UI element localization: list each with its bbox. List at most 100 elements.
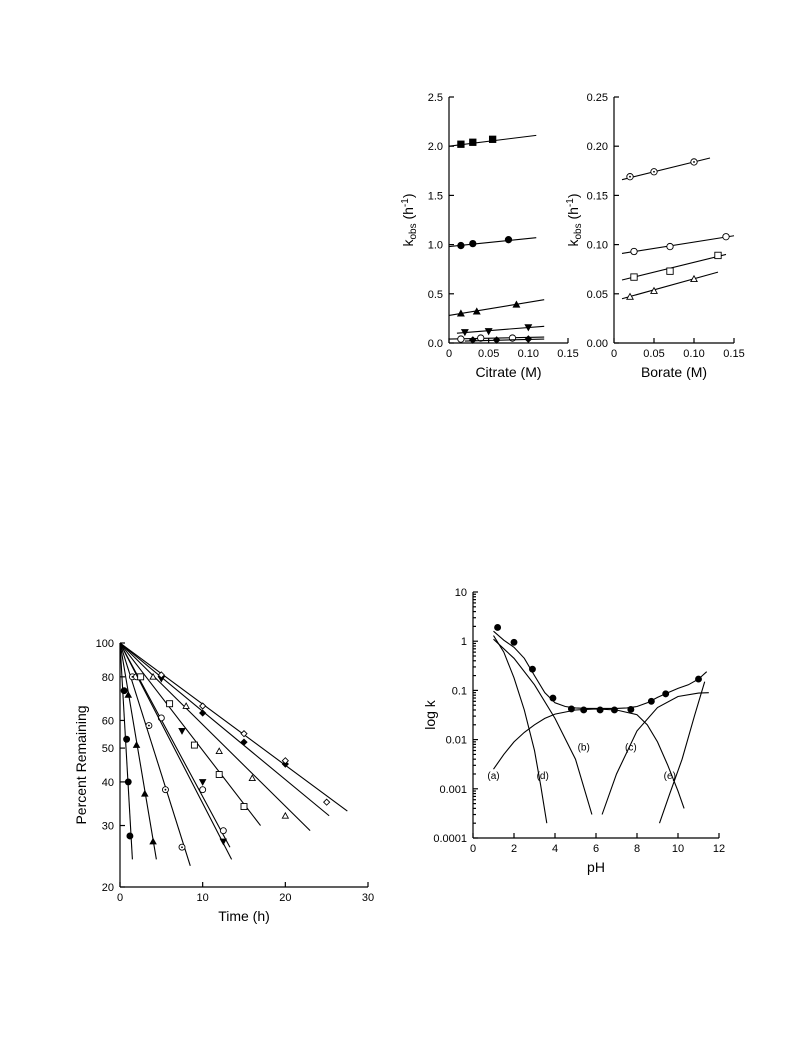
- y-tick-label: 1.0: [428, 240, 443, 252]
- data-point-dot: [693, 161, 695, 163]
- curve-total: [494, 631, 707, 708]
- fit-line: [465, 339, 544, 341]
- data-point: [470, 337, 476, 343]
- x-tick-label: 0.05: [478, 348, 499, 360]
- data-point: [485, 329, 491, 335]
- data-point: [611, 707, 617, 713]
- y-axis-label: Percent Remaining: [73, 705, 89, 824]
- data-point: [470, 139, 476, 145]
- data-point-dot: [132, 676, 134, 678]
- data-point: [525, 336, 531, 342]
- y-tick-label: 2.0: [428, 141, 443, 153]
- data-point: [220, 839, 226, 844]
- data-point: [631, 274, 637, 280]
- data-point: [121, 688, 127, 694]
- data-point: [458, 242, 464, 248]
- fit-line: [120, 643, 261, 826]
- series-3: [449, 300, 544, 316]
- y-tick-label: 0.01: [446, 735, 467, 747]
- fit-line: [622, 236, 734, 254]
- fit-line: [457, 326, 544, 333]
- x-tick-label: 0.10: [518, 348, 539, 360]
- data-point-dot: [165, 789, 167, 791]
- x-axis-label: Time (h): [218, 908, 270, 924]
- data-point: [470, 240, 476, 246]
- x-axis-label: Borate (M): [641, 364, 707, 380]
- data-point: [696, 676, 702, 682]
- y-tick-label: 0.5: [428, 289, 443, 301]
- x-tick-label: 0: [117, 892, 123, 904]
- series-4: [457, 325, 544, 336]
- data-point: [505, 236, 511, 242]
- y-tick-label: 0.0001: [433, 833, 467, 845]
- data-point: [179, 729, 185, 734]
- x-tick-label: 0.10: [683, 348, 704, 360]
- curve-label: (c): [625, 743, 637, 754]
- measured-points: [495, 624, 702, 712]
- data-point: [667, 243, 673, 249]
- y-axis-label: kobs (h-1): [400, 193, 419, 246]
- y-tick-label: 30: [102, 821, 114, 833]
- data-point: [282, 813, 288, 818]
- data-point: [200, 780, 206, 785]
- y-tick-label: 20: [102, 882, 114, 894]
- fit-line: [120, 643, 329, 816]
- fit-line: [449, 300, 544, 316]
- data-point: [489, 136, 495, 142]
- y-tick-label: 40: [102, 777, 114, 789]
- x-tick-label: 8: [634, 843, 640, 855]
- y-tick-label: 60: [102, 715, 114, 727]
- curve-shallow-acid: [494, 639, 592, 814]
- data-point-dot: [148, 725, 150, 727]
- x-axis-label: Citrate (M): [475, 364, 541, 380]
- series-2: [622, 234, 734, 255]
- series-1: [622, 158, 710, 180]
- data-point: [241, 804, 247, 810]
- data-point: [138, 674, 144, 680]
- data-point: [200, 703, 206, 709]
- data-point: [191, 742, 197, 748]
- data-point: [134, 742, 140, 747]
- x-tick-label: 0.15: [723, 348, 744, 360]
- y-axis-label: kobs (h-1): [565, 193, 584, 246]
- data-point: [216, 772, 222, 778]
- data-point: [631, 248, 637, 254]
- series-7: [120, 643, 310, 831]
- x-tick-label: 10: [197, 892, 209, 904]
- data-point: [124, 736, 130, 742]
- data-point: [200, 710, 206, 716]
- data-point-dot: [629, 176, 631, 178]
- x-axis-label: pH: [587, 859, 605, 875]
- data-point: [125, 779, 131, 785]
- y-tick-label: 0.00: [587, 338, 608, 350]
- y-tick-label: 1.5: [428, 190, 443, 202]
- x-tick-label: 0: [470, 843, 476, 855]
- data-point: [150, 839, 156, 844]
- data-point: [568, 706, 574, 712]
- fit-line: [120, 643, 347, 811]
- x-tick-label: 20: [279, 892, 291, 904]
- chart-citrate: 0 0.05 0.10 0.15 0.0 0.5 1.0 1.5 2.0 2.5 Citrate (…: [400, 92, 579, 380]
- data-point: [150, 674, 156, 679]
- data-point: [628, 706, 634, 712]
- data-point: [200, 787, 206, 793]
- data-point: [216, 748, 222, 753]
- curve-label: (b): [578, 743, 590, 754]
- y-tick-label: 50: [102, 743, 114, 755]
- x-tick-label: 0.05: [643, 348, 664, 360]
- data-point: [495, 624, 501, 630]
- y-tick-label: 0.05: [587, 289, 608, 301]
- chart-decay: 0 10 20 30 20 30 40 50 60 80 100 Time (h) Percent Re…: [73, 638, 374, 924]
- data-point: [581, 707, 587, 713]
- data-point: [511, 639, 517, 645]
- data-point: [667, 268, 673, 274]
- x-tick-label: 2: [511, 843, 517, 855]
- data-point-dot: [181, 846, 183, 848]
- data-point: [142, 791, 148, 796]
- x-tick-label: 12: [713, 843, 725, 855]
- x-tick-label: 10: [672, 843, 684, 855]
- x-tick-label: 4: [552, 843, 558, 855]
- y-axis-label: log k: [422, 699, 438, 730]
- x-tick-label: 0.15: [557, 348, 578, 360]
